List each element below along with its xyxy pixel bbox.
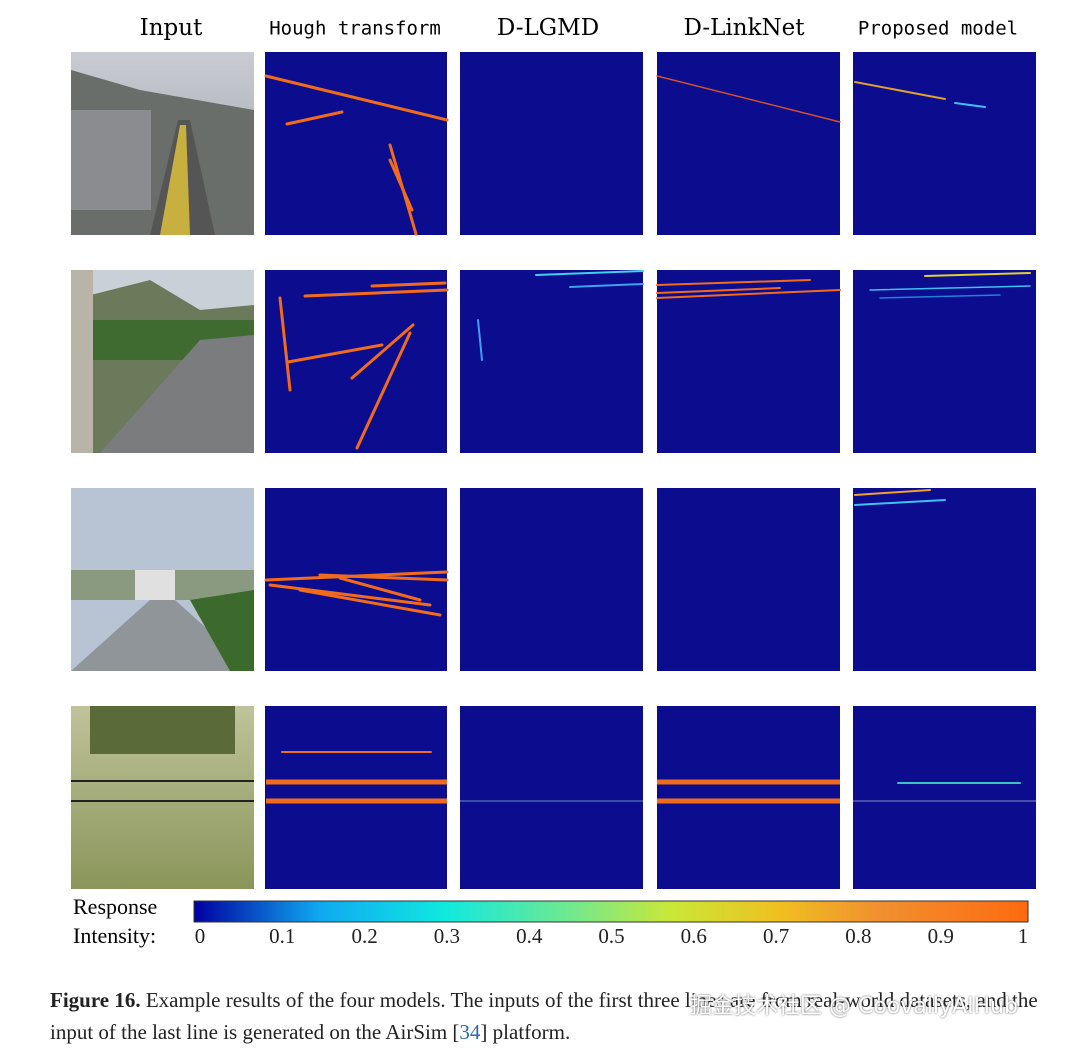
colorbar-bar — [193, 900, 1029, 923]
result-panel — [657, 706, 840, 889]
caption-ref[interactable]: 34 — [459, 1020, 481, 1044]
colorbar-tick-label: 0.1 — [269, 924, 295, 948]
watermark: 掘金技术社区 @ CoovallyAIHub — [690, 994, 1019, 1019]
result-panel — [657, 270, 840, 453]
headers: Input Hough transform D-LGMD D-LinkNet P… — [140, 15, 1018, 41]
caption-label: Figure 16. — [50, 988, 141, 1012]
colorbar-tick-label: 0.4 — [516, 924, 543, 948]
colorbar-tick-label: 0 — [195, 924, 206, 948]
result-panel — [265, 52, 447, 235]
colorbar-tick-label: 0.5 — [598, 924, 624, 948]
result-panel — [853, 488, 1036, 671]
column-header: Proposed model — [858, 18, 1018, 40]
caption: Figure 16. Example results of the four m… — [50, 984, 1060, 1048]
colorbar-tick-label: 0.8 — [845, 924, 871, 948]
column-header: Hough transform — [269, 18, 441, 40]
result-panel — [460, 270, 643, 453]
colorbar-tick-label: 0.6 — [681, 924, 707, 948]
result-panel — [265, 706, 447, 889]
caption-text: ] platform. — [480, 1020, 571, 1044]
colorbar-tick-label: 0.9 — [928, 924, 954, 948]
result-panel — [853, 52, 1036, 235]
detected-lines — [264, 74, 1036, 804]
result-panel — [853, 706, 1036, 889]
result-panel — [657, 52, 840, 235]
colorbar-label: Response — [73, 894, 157, 919]
colorbar-tick-label: 0.3 — [434, 924, 460, 948]
result-panel — [460, 706, 643, 889]
result-panel — [853, 270, 1036, 453]
column-header: D-LGMD — [497, 15, 599, 41]
colorbar-label: Intensity: — [73, 923, 156, 948]
colorbar-tick-label: 1 — [1018, 924, 1029, 948]
column-header: D-LinkNet — [684, 15, 806, 41]
result-panel — [460, 52, 643, 235]
result-panels — [265, 52, 1036, 889]
result-panel — [460, 488, 643, 671]
colorbar-tick-label: 0.7 — [763, 924, 789, 948]
input-images — [71, 52, 254, 889]
colorbar: Response Intensity: 0 0.1 0.2 0.3 0.4 0.5 0.6 0… — [73, 894, 1029, 948]
colorbar-tick-label: 0.2 — [351, 924, 377, 948]
column-header: Input — [140, 15, 203, 41]
result-panel — [657, 488, 840, 671]
caption-text: Example results of the four models. The … — [50, 988, 1038, 1044]
